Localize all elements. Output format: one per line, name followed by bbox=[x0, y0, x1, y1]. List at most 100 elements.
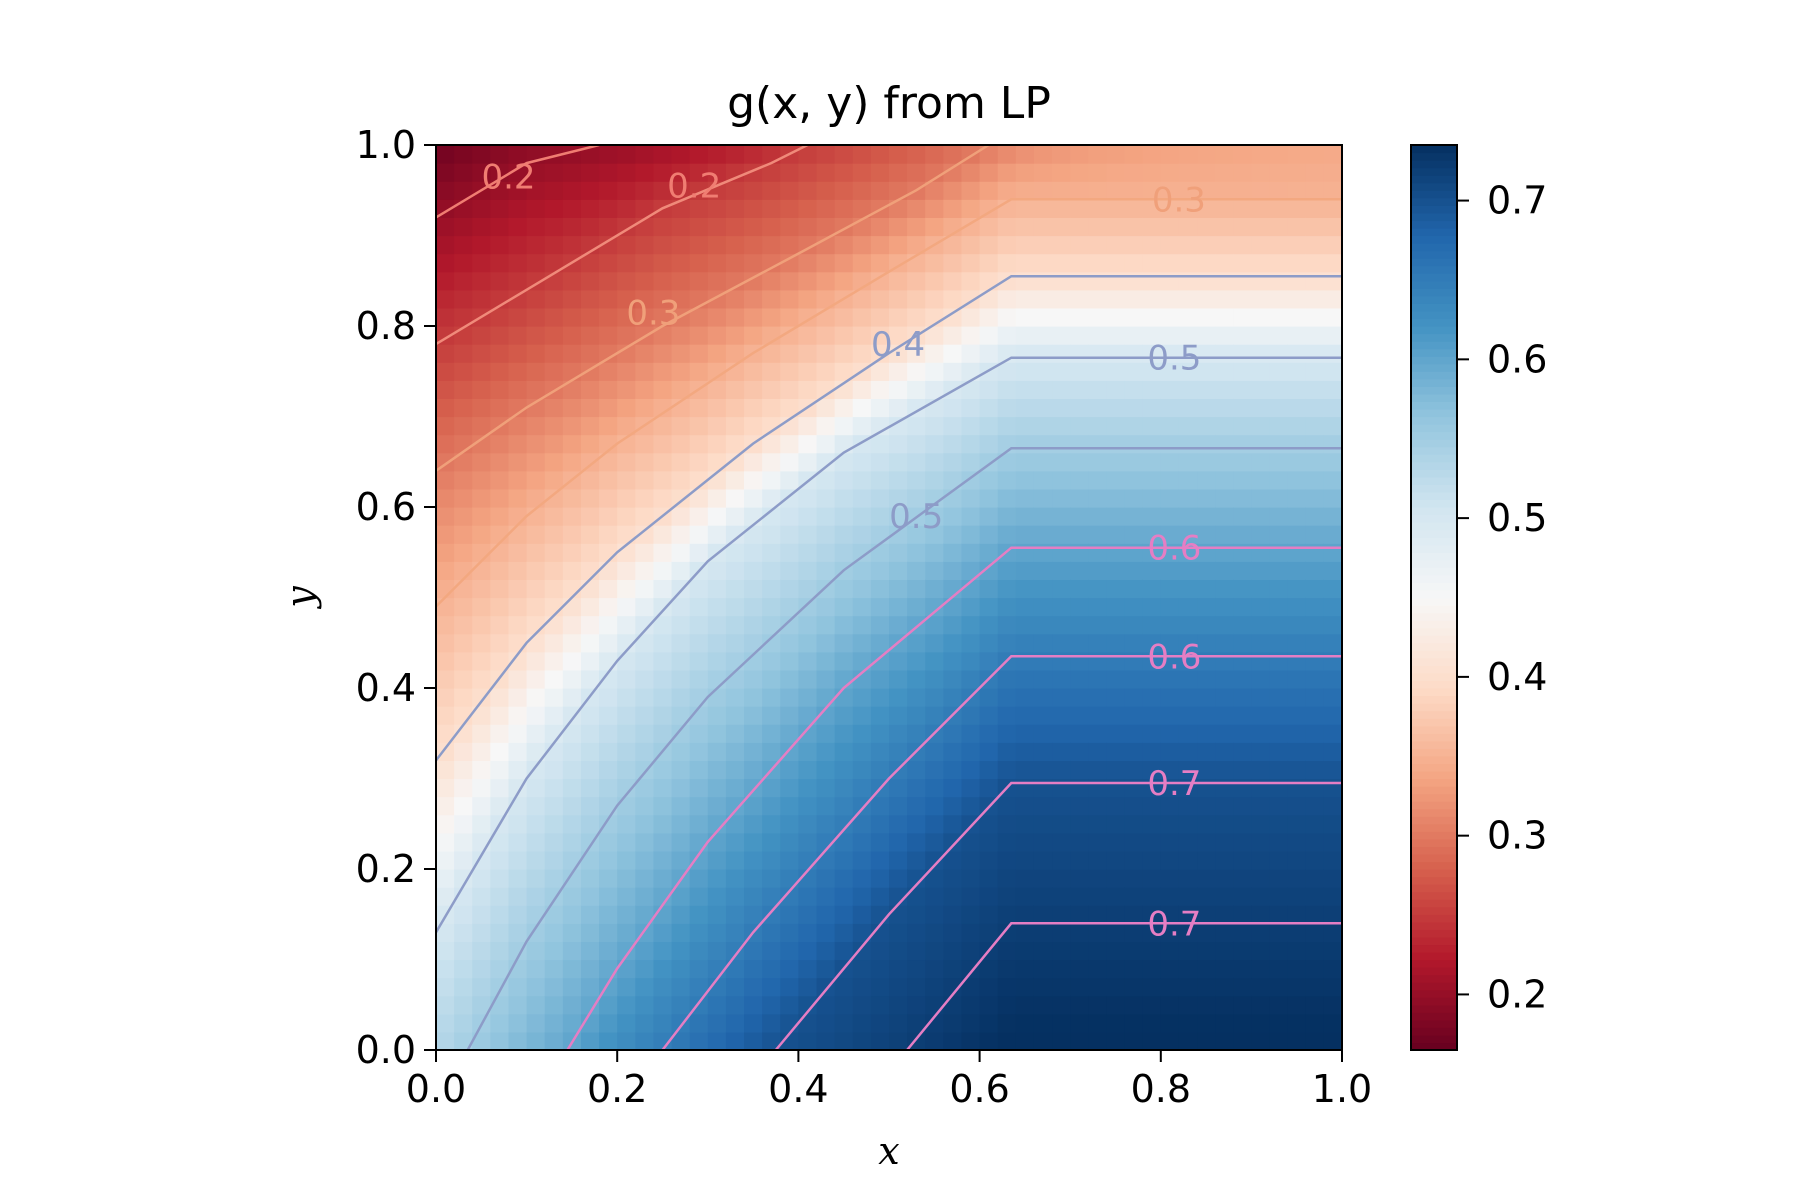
heatmap-cell bbox=[1178, 796, 1198, 816]
heatmap-cell bbox=[1070, 344, 1089, 363]
heatmap-cell bbox=[472, 398, 491, 418]
heatmap-cell bbox=[870, 1031, 890, 1050]
heatmap-cell bbox=[1197, 633, 1216, 653]
heatmap-cell bbox=[617, 362, 636, 381]
heatmap-cell bbox=[544, 452, 564, 472]
heatmap-cell bbox=[1197, 199, 1216, 218]
heatmap-cell bbox=[870, 742, 890, 761]
heatmap-cell bbox=[1088, 651, 1108, 671]
heatmap-cell bbox=[526, 181, 546, 200]
heatmap-cell bbox=[490, 887, 510, 906]
heatmap-cell bbox=[635, 1031, 655, 1050]
heatmap-cell bbox=[725, 398, 745, 418]
heatmap-cell bbox=[454, 796, 473, 816]
heatmap-cell bbox=[1088, 778, 1108, 798]
heatmap-cell bbox=[961, 452, 981, 472]
heatmap-cell bbox=[997, 163, 1017, 182]
heatmap-cell bbox=[599, 307, 618, 327]
heatmap-cell bbox=[707, 796, 727, 816]
heatmap-cell bbox=[997, 1013, 1017, 1033]
heatmap-cell bbox=[1052, 742, 1071, 761]
heatmap-cell bbox=[1142, 850, 1162, 870]
heatmap-cell bbox=[852, 289, 872, 309]
heatmap-cell bbox=[454, 181, 473, 200]
heatmap-cell bbox=[707, 615, 727, 635]
heatmap-cell bbox=[780, 199, 799, 218]
heatmap-cell bbox=[599, 362, 618, 381]
heatmap-cell bbox=[1160, 814, 1180, 834]
heatmap-cell bbox=[1015, 995, 1035, 1015]
heatmap-cell bbox=[1305, 488, 1325, 508]
heatmap-cell bbox=[526, 995, 546, 1015]
heatmap-cell bbox=[925, 181, 944, 200]
heatmap-cell bbox=[1323, 163, 1342, 182]
heatmap-cell bbox=[979, 253, 999, 273]
heatmap-cell bbox=[1269, 488, 1289, 508]
heatmap-cell bbox=[1033, 633, 1053, 653]
heatmap-cell bbox=[1269, 724, 1289, 743]
heatmap-cell bbox=[1233, 923, 1252, 942]
heatmap-cell bbox=[889, 543, 908, 562]
heatmap-cell bbox=[780, 995, 799, 1015]
heatmap-cell bbox=[961, 706, 981, 725]
heatmap-cell bbox=[689, 651, 709, 671]
heatmap-cell bbox=[798, 724, 818, 743]
heatmap-cell bbox=[617, 271, 636, 291]
heatmap-cell bbox=[834, 778, 854, 798]
heatmap-cell bbox=[1160, 941, 1180, 961]
heatmap-cell bbox=[580, 344, 600, 363]
heatmap-cell bbox=[1142, 796, 1162, 816]
heatmap-cell bbox=[997, 235, 1017, 255]
heatmap-cell bbox=[653, 615, 673, 635]
heatmap-cell bbox=[1106, 887, 1126, 906]
heatmap-cell bbox=[1178, 1013, 1198, 1033]
heatmap-cell bbox=[490, 507, 510, 526]
heatmap-cell bbox=[671, 416, 691, 436]
heatmap-cell bbox=[635, 850, 655, 870]
heatmap-cell bbox=[599, 181, 618, 200]
heatmap-cell bbox=[490, 434, 510, 454]
heatmap-cell bbox=[707, 344, 727, 363]
heatmap-cell bbox=[1088, 253, 1108, 273]
heatmap-cell bbox=[1142, 832, 1162, 852]
contour-line bbox=[466, 446, 1342, 1050]
heatmap-cell bbox=[671, 380, 691, 399]
heatmap-cell bbox=[635, 145, 655, 164]
heatmap-cell bbox=[508, 887, 528, 906]
colorbar-segment bbox=[1411, 341, 1457, 350]
heatmap-cell bbox=[1287, 796, 1307, 816]
heatmap-cell bbox=[1305, 163, 1325, 182]
heatmap-cell bbox=[472, 326, 491, 345]
heatmap-cell bbox=[852, 163, 872, 182]
heatmap-cell bbox=[725, 742, 745, 761]
heatmap-cell bbox=[671, 615, 691, 635]
heatmap-cell bbox=[617, 579, 636, 599]
heatmap-cell bbox=[526, 1013, 546, 1033]
heatmap-cell bbox=[1106, 470, 1126, 490]
heatmap-cell bbox=[834, 181, 854, 200]
heatmap-cell bbox=[1033, 326, 1053, 345]
heatmap-cell bbox=[1323, 488, 1342, 508]
heatmap-cell bbox=[1287, 597, 1307, 617]
heatmap-cell bbox=[1323, 923, 1342, 942]
heatmap-cell bbox=[1015, 344, 1035, 363]
heatmap-cell bbox=[707, 326, 727, 345]
heatmap-cell bbox=[1052, 724, 1071, 743]
heatmap-cell bbox=[1215, 488, 1234, 508]
heatmap-cell bbox=[671, 253, 691, 273]
heatmap-cell bbox=[526, 362, 546, 381]
heatmap-cell bbox=[653, 941, 673, 961]
heatmap-cell bbox=[1197, 742, 1216, 761]
heatmap-cell bbox=[653, 561, 673, 580]
heatmap-cell bbox=[508, 688, 528, 707]
heatmap-cell bbox=[744, 633, 763, 653]
heatmap-cell bbox=[943, 941, 963, 961]
heatmap-cell bbox=[653, 398, 673, 418]
heatmap-cell bbox=[925, 253, 944, 273]
heatmap-cell bbox=[1269, 398, 1289, 418]
heatmap-cell bbox=[1160, 869, 1180, 888]
heatmap-cell bbox=[617, 688, 636, 707]
heatmap-cell bbox=[1215, 905, 1234, 924]
heatmap-cell bbox=[707, 633, 727, 653]
heatmap-cell bbox=[1197, 869, 1216, 888]
